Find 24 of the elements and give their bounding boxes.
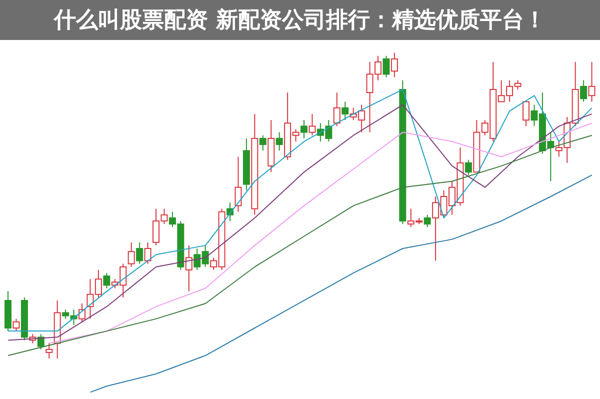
candlestick: [308, 113, 316, 136]
candlestick: [342, 101, 349, 121]
candlestick: [128, 242, 135, 268]
candlestick: [464, 159, 472, 176]
candlestick: [78, 303, 86, 322]
candlestick: [259, 134, 266, 152]
candlestick: [522, 101, 530, 127]
candlestick: [390, 52, 398, 78]
candlestick: [333, 92, 340, 127]
candlestick: [46, 342, 53, 360]
candlestick: [12, 318, 20, 332]
candlestick: [37, 334, 44, 350]
chart-title: 什么叫股票配资 新配资公司排行：精选优质平台！: [0, 0, 600, 40]
candlestick: [382, 55, 390, 78]
candlestick: [276, 132, 283, 152]
candlestick: [103, 272, 110, 289]
candlestick: [300, 120, 308, 139]
candlestick: [588, 61, 596, 102]
candlestick: [424, 214, 431, 228]
candlestick: [580, 80, 588, 102]
candlestick: [234, 156, 242, 212]
candlestick: [185, 244, 192, 292]
candlestick: [144, 242, 152, 264]
candlestick: [136, 242, 144, 264]
